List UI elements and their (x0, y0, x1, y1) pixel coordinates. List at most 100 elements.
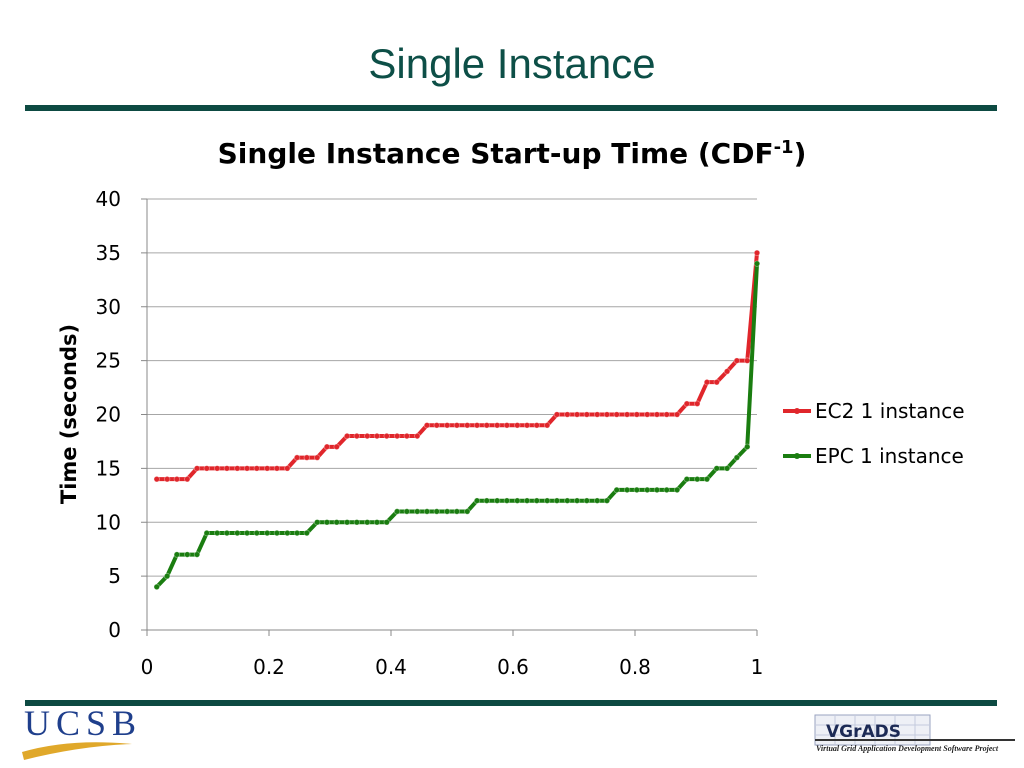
data-point (473, 422, 481, 429)
data-point (703, 378, 711, 386)
data-point (173, 475, 181, 483)
data-point (393, 432, 401, 440)
legend-label: EPC 1 instance (815, 444, 964, 468)
y-tick-label: 5 (108, 564, 121, 588)
data-point (683, 400, 691, 407)
data-point (723, 368, 731, 375)
data-point (473, 497, 481, 504)
data-point (333, 519, 340, 526)
data-point (453, 508, 461, 515)
title-rule (25, 105, 997, 111)
logo-right-text: VGrADS (826, 722, 901, 742)
data-point (514, 497, 521, 504)
chart-title-superscript: -1 (774, 137, 794, 158)
data-point (284, 529, 291, 537)
data-point (483, 422, 490, 429)
data-point (613, 486, 620, 494)
logo-grid (815, 715, 930, 745)
data-point (163, 475, 171, 483)
data-point (414, 432, 421, 440)
data-point (733, 454, 741, 461)
data-point (313, 454, 321, 461)
data-point (293, 529, 301, 537)
data-point (593, 411, 601, 418)
data-point (263, 529, 271, 537)
data-point (284, 465, 291, 472)
data-point (723, 465, 731, 472)
data-point (243, 529, 251, 537)
data-point (213, 465, 221, 472)
data-point (553, 497, 561, 504)
data-point (223, 465, 231, 472)
data-point (673, 411, 681, 418)
data-point (223, 529, 231, 537)
data-point (583, 411, 591, 418)
data-point (564, 411, 571, 418)
data-point (273, 465, 281, 472)
data-point (263, 465, 271, 472)
data-point (443, 422, 451, 429)
data-point (393, 508, 401, 515)
data-point (313, 519, 321, 526)
data-point (414, 508, 421, 515)
data-point (464, 422, 471, 429)
data-point (713, 378, 720, 386)
data-point (744, 443, 751, 451)
data-point (623, 411, 631, 418)
chart-title: Single Instance Start-up Time (CDF-1) (218, 137, 807, 170)
data-point (603, 497, 611, 504)
data-point (653, 411, 661, 418)
data-point (303, 454, 311, 461)
data-point (213, 529, 221, 537)
series-line (156, 252, 759, 482)
data-point (633, 411, 641, 418)
chart-title-end: ) (794, 137, 807, 170)
data-point (403, 508, 411, 515)
data-point (403, 432, 411, 440)
logo-left: UCSB (24, 703, 142, 743)
x-tick-label: 1 (751, 655, 764, 679)
data-point (443, 508, 451, 515)
data-point (603, 411, 611, 418)
y-tick-label: 25 (96, 349, 121, 373)
data-point (343, 519, 351, 526)
data-point (613, 411, 620, 418)
data-point (533, 422, 540, 429)
data-point (234, 529, 241, 537)
legend-marker (794, 408, 800, 414)
logo-swoosh (22, 742, 132, 760)
data-point (303, 529, 311, 537)
data-point (744, 357, 751, 364)
y-tick-label: 15 (96, 456, 121, 480)
y-tick-label: 35 (96, 241, 121, 265)
data-point (373, 432, 381, 440)
data-point (193, 465, 201, 472)
data-point (333, 443, 340, 451)
data-point (253, 529, 260, 537)
data-point (483, 497, 490, 504)
data-point (293, 454, 301, 461)
footer-rule (25, 700, 997, 706)
data-point (163, 572, 171, 580)
data-point (733, 357, 741, 364)
data-point (523, 422, 531, 429)
data-point (184, 551, 191, 558)
slide-title: Single Instance (368, 40, 655, 87)
data-point (663, 411, 670, 418)
data-point (323, 519, 331, 526)
chart-title-text: Single Instance Start-up Time (CDF (218, 137, 774, 170)
data-point (243, 465, 251, 472)
data-point (253, 465, 260, 472)
data-point (464, 508, 471, 515)
data-point (713, 465, 720, 472)
data-point (234, 465, 241, 472)
data-point (633, 486, 641, 494)
data-point (493, 497, 501, 504)
data-point (273, 529, 281, 537)
data-point (644, 486, 651, 494)
data-point (453, 422, 461, 429)
data-point (433, 508, 440, 515)
data-point (694, 400, 701, 407)
x-tick-label: 0 (141, 655, 154, 679)
data-point (753, 260, 761, 267)
